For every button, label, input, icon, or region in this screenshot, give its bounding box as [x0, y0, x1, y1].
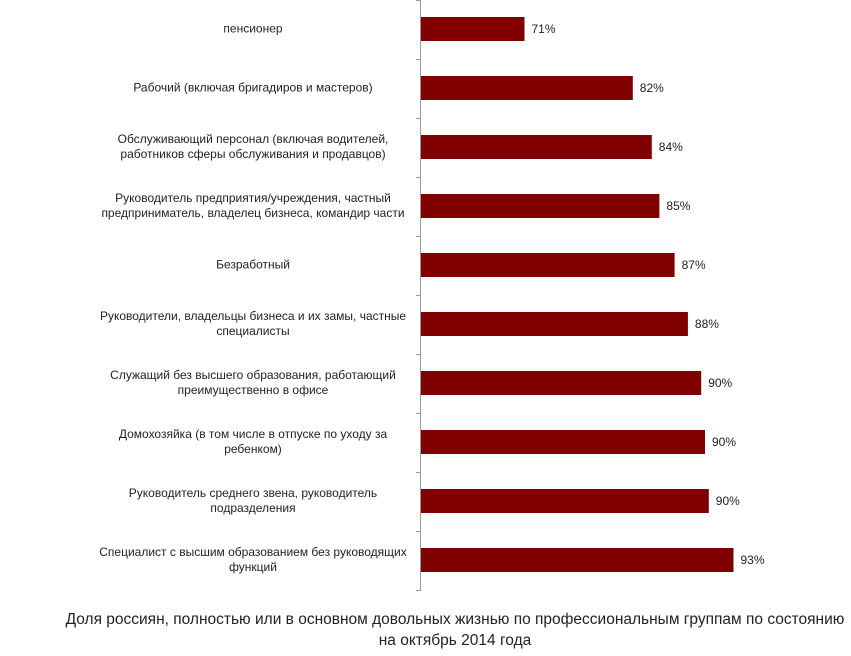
y-tick-label: Рабочий (включая бригадиров и мастеров) — [133, 80, 373, 95]
bar — [421, 548, 734, 572]
data-label: 90% — [708, 376, 732, 390]
data-label: 90% — [716, 494, 740, 508]
bar — [421, 253, 675, 277]
y-tick-label: Обслуживающий персонал (включая водителе… — [117, 132, 389, 161]
data-label: 87% — [682, 258, 706, 272]
data-label: 82% — [640, 81, 664, 95]
bar — [421, 430, 705, 454]
bar — [421, 135, 652, 159]
chart-title: Доля россиян, полностью или в основном д… — [65, 611, 845, 649]
bar — [421, 489, 709, 513]
bar — [421, 371, 702, 395]
bar — [421, 312, 688, 336]
bar — [421, 17, 525, 41]
y-tick-label: пенсионер — [223, 21, 283, 36]
y-tick-label: Руководитель предприятия/учреждения, час… — [101, 191, 405, 220]
y-tick-label: Безработный — [216, 257, 290, 272]
y-tick-label: Специалист с высшим образованием без рук… — [99, 545, 407, 574]
bar — [421, 194, 660, 218]
y-tick-label: Руководитель среднего звена, руководител… — [128, 486, 378, 515]
data-label: 90% — [712, 435, 736, 449]
y-tick-label: Руководители, владельцы бизнеса и их зам… — [99, 309, 407, 338]
y-tick-label: Домохозяйка (в том числе в отпуске по ух… — [118, 427, 388, 456]
data-label: 84% — [659, 140, 683, 154]
data-label: 93% — [741, 553, 765, 567]
bar — [421, 76, 633, 100]
data-label: 85% — [666, 199, 690, 213]
data-label: 71% — [532, 22, 556, 36]
data-label: 88% — [695, 317, 719, 331]
y-tick-label: Служащий без высшего образования, работа… — [110, 368, 396, 397]
plot: 71% 82% 84% 85% 87% 88% 90% 90% 90% 93% — [416, 0, 765, 591]
